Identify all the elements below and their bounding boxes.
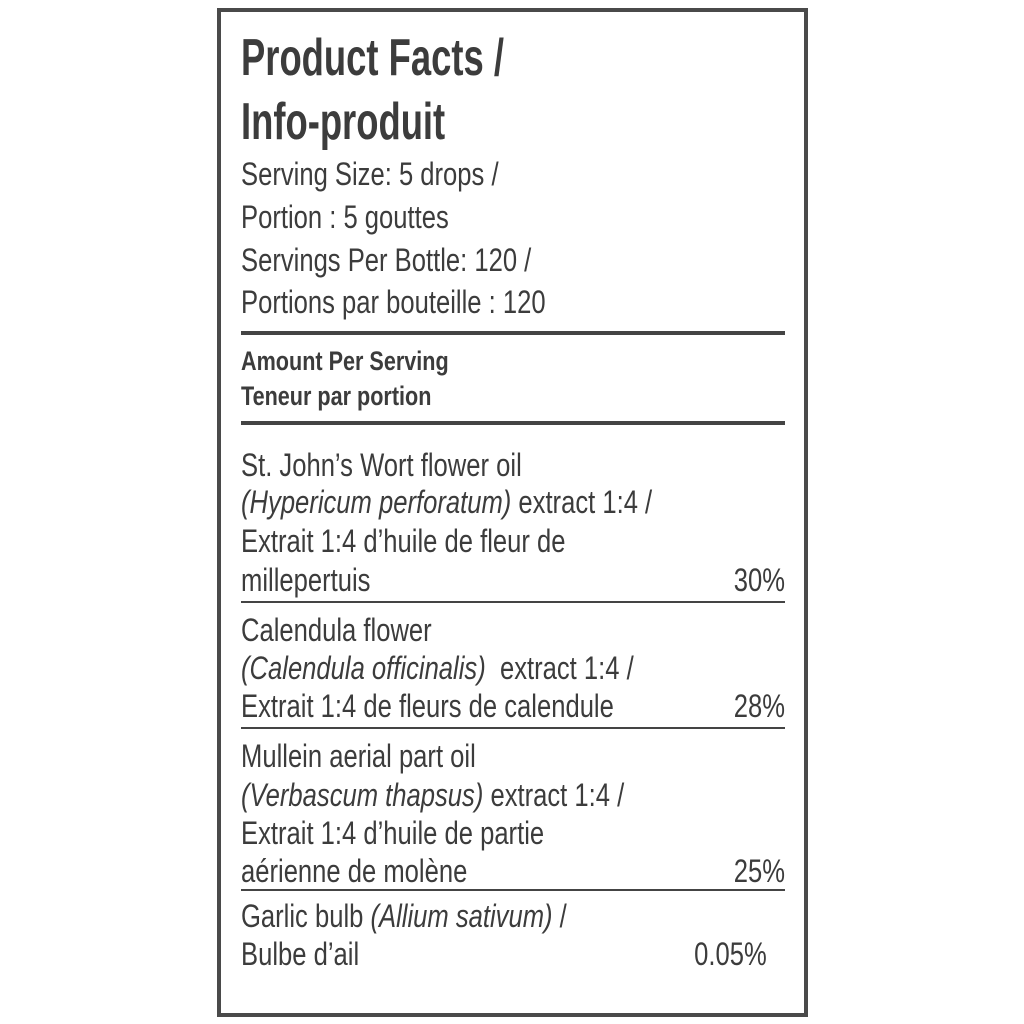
- ingredient-latin-line: (Hypericum perforatum) extract 1:4 /: [241, 482, 652, 522]
- ingredient-name: St. John’s Wort flower oil: [241, 447, 522, 483]
- ingredient-french: Bulbe d’ail: [241, 936, 360, 972]
- ingredient-percent: 25%: [733, 853, 785, 889]
- ingredient-french: Extrait 1:4 d’huile de partie: [241, 815, 545, 851]
- divider-thick: [241, 331, 785, 335]
- extract-ratio: extract 1:4 /: [485, 650, 634, 686]
- ingredient-name: Mullein aerial part oil: [241, 738, 476, 774]
- title-line-1: Product Facts /: [241, 29, 504, 87]
- ingredient-latin-line: (Verbascum thapsus) extract 1:4 /: [241, 775, 624, 815]
- title-line-2: Info-produit: [241, 93, 446, 151]
- divider-thin: [241, 889, 785, 891]
- latin-name: (Hypericum perforatum): [241, 484, 512, 520]
- latin-name: (Allium sativum): [370, 898, 553, 934]
- teneur-par-portion: Teneur par portion: [241, 381, 432, 411]
- amount-per-serving: Amount Per Serving: [241, 346, 449, 376]
- servings-per-bottle-en: Servings Per Bottle: 120 /: [241, 242, 532, 278]
- separator: /: [552, 898, 567, 934]
- latin-name: (Verbascum thapsus): [241, 777, 484, 813]
- ingredient-name: Garlic bulb: [241, 898, 371, 934]
- serving-size-fr: Portion : 5 gouttes: [241, 199, 449, 235]
- ingredient-name-line: Garlic bulb (Allium sativum) /: [241, 896, 567, 936]
- ingredient-percent: 30%: [733, 562, 785, 598]
- servings-per-bottle-fr: Portions par bouteille : 120: [241, 284, 546, 320]
- extract-ratio: extract 1:4 /: [511, 484, 653, 520]
- latin-name: (Calendula officinalis): [241, 650, 486, 686]
- serving-size-en: Serving Size: 5 drops /: [241, 156, 499, 192]
- divider-thin: [241, 601, 785, 603]
- divider-thin: [241, 727, 785, 729]
- ingredient-french: aérienne de molène: [241, 853, 468, 889]
- ingredient-percent: 28%: [733, 688, 785, 724]
- product-facts-panel: [217, 8, 808, 1017]
- ingredient-percent: 0.05%: [694, 936, 767, 972]
- ingredient-name: Calendula flower: [241, 612, 432, 648]
- extract-ratio: extract 1:4 /: [483, 777, 625, 813]
- ingredient-french: millepertuis: [241, 562, 371, 598]
- ingredient-latin-line: (Calendula officinalis) extract 1:4 /: [241, 648, 634, 688]
- ingredient-french: Extrait 1:4 de fleurs de calendule: [241, 688, 614, 724]
- ingredient-french: Extrait 1:4 d’huile de fleur de: [241, 523, 566, 559]
- divider-thick: [241, 421, 785, 425]
